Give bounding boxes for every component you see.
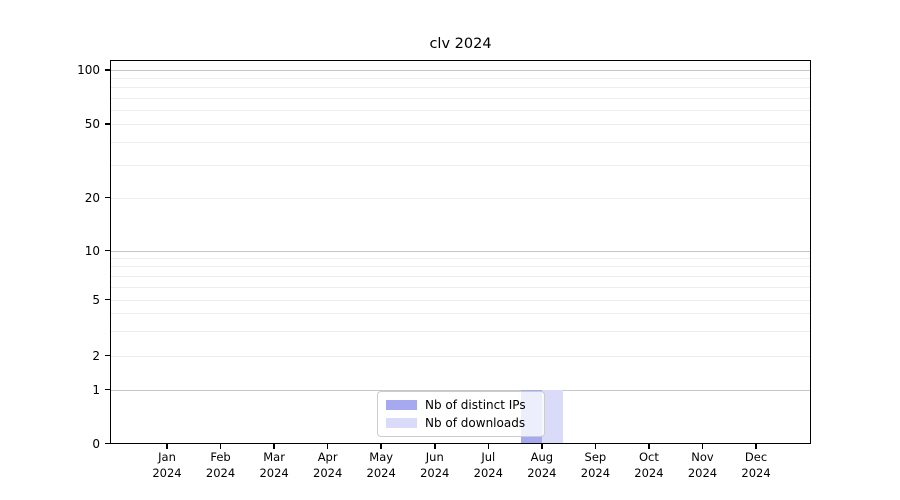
x-tick-label: Nov 2024 [687,450,718,480]
x-tick-label: Dec 2024 [741,450,771,480]
x-axis-tick [434,444,436,449]
x-axis-tick [648,444,650,449]
minor-grid-line [110,109,811,111]
y-axis-tick [105,249,110,252]
x-tick-label: May 2024 [366,450,396,480]
x-tick-label: Jul 2024 [473,450,503,480]
minor-grid-line [110,164,811,166]
x-tick-label: Jun 2024 [420,450,450,480]
minor-grid-line [110,313,811,315]
y-axis-tick [105,388,110,391]
major-grid-line [110,389,811,391]
minor-grid-line [110,97,811,99]
y-tick-label: 2 [92,348,100,363]
legend-label-distinct-ips: Nb of distinct IPs [425,398,526,412]
axes-frame [110,60,811,444]
y-axis-tick [105,123,110,125]
x-tick-label: Sep 2024 [580,450,611,480]
y-tick-label: 5 [92,292,100,307]
major-grid-line [110,250,811,252]
minor-grid-line [110,355,811,357]
y-axis-tick [105,196,110,199]
plot-area [110,60,811,444]
y-tick-label: 100 [77,63,100,77]
minor-grid-line [110,275,811,277]
x-axis-tick [755,444,757,449]
x-axis-tick [380,444,382,449]
x-axis-tick [541,444,543,449]
x-axis-tick [219,444,222,449]
chart-title: clv 2024 [429,36,492,52]
minor-grid-line [110,197,811,199]
y-tick-label: 0 [92,436,100,451]
legend-item-distinct-ips: Nb of distinct IPs [386,398,536,412]
x-axis-tick [594,444,597,449]
y-tick-label: 50 [84,117,100,131]
x-axis-tick [273,444,275,449]
minor-grid-line [110,286,811,288]
x-axis-tick [166,444,168,449]
x-tick-label: Apr 2024 [313,450,343,480]
x-tick-label: Feb 2024 [205,450,236,480]
minor-grid-line [110,78,811,80]
y-tick-label: 1 [92,382,100,397]
minor-grid-line [110,141,811,143]
legend-label-downloads: Nb of downloads [425,416,526,430]
bar-aug-downloads [541,389,563,444]
y-axis-tick [105,298,110,301]
y-tick-label: 20 [84,190,100,205]
major-grid-line [110,70,811,71]
y-axis-tick [105,69,110,71]
minor-grid-line [110,330,811,332]
minor-grid-line [110,266,811,268]
legend-swatch-downloads [386,418,417,428]
x-tick-label: Jan 2024 [152,450,182,480]
legend: Nb of distinct IPs Nb of downloads [377,391,545,437]
minor-grid-line [110,124,811,125]
minor-grid-line [110,299,811,301]
y-axis-tick [105,442,110,445]
y-axis-tick [105,354,110,357]
legend-item-downloads: Nb of downloads [386,416,536,430]
x-axis-tick [487,444,490,449]
x-axis-tick [326,444,329,449]
x-tick-label: Oct 2024 [634,450,664,480]
x-tick-label: Mar 2024 [259,450,289,480]
x-axis-tick [701,444,704,449]
x-tick-label: Aug 2024 [527,450,557,480]
legend-swatch-distinct-ips [386,400,417,410]
minor-grid-line [110,257,811,259]
minor-grid-line [110,87,811,89]
y-tick-label: 10 [84,243,100,258]
